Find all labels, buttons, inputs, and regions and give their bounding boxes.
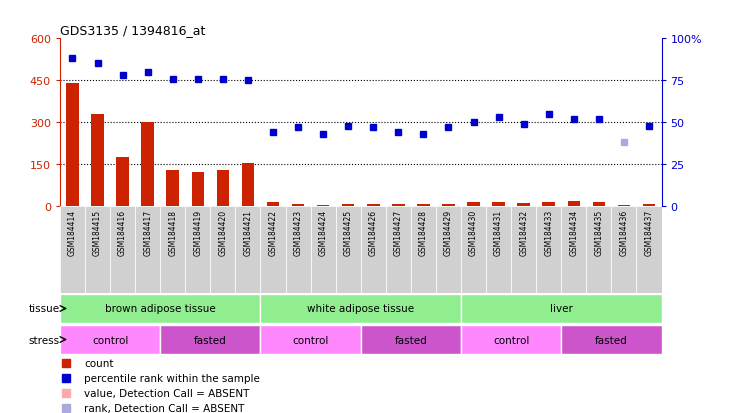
Text: rank, Detection Call = ABSENT: rank, Detection Call = ABSENT (84, 404, 244, 413)
Bar (67, 84, 79, 206)
Text: GSM184416: GSM184416 (118, 209, 127, 255)
Text: GSM184428: GSM184428 (419, 209, 428, 255)
Text: count: count (84, 358, 113, 368)
Text: GSM184422: GSM184422 (268, 209, 278, 255)
Bar (461, 294, 662, 324)
Bar (60, 325, 160, 354)
Text: GSM184420: GSM184420 (219, 209, 227, 255)
Bar (417, 204, 430, 206)
Text: GSM184415: GSM184415 (93, 209, 102, 255)
Bar (311, 206, 336, 293)
Bar (618, 205, 630, 206)
Bar (537, 206, 561, 293)
Bar (160, 206, 185, 293)
Bar (361, 325, 461, 354)
Text: brown adipose tissue: brown adipose tissue (105, 304, 216, 314)
Bar (160, 325, 260, 354)
Bar (461, 325, 561, 354)
Bar (167, 170, 179, 206)
Bar (116, 158, 129, 206)
Bar (643, 204, 655, 206)
Bar (211, 206, 235, 293)
Bar (60, 294, 260, 324)
Bar (242, 163, 254, 206)
Bar (317, 205, 330, 206)
Text: GSM184425: GSM184425 (344, 209, 353, 255)
Text: GSM184424: GSM184424 (319, 209, 327, 255)
Bar (518, 204, 530, 206)
Text: GSM184434: GSM184434 (569, 209, 578, 255)
Bar (141, 123, 154, 206)
Bar (486, 206, 511, 293)
Bar (593, 203, 605, 206)
Text: control: control (292, 335, 329, 345)
Text: fasted: fasted (595, 335, 628, 345)
Text: GDS3135 / 1394816_at: GDS3135 / 1394816_at (60, 24, 205, 37)
Text: GSM184427: GSM184427 (394, 209, 403, 255)
Text: white adipose tissue: white adipose tissue (307, 304, 414, 314)
Text: GSM184432: GSM184432 (519, 209, 529, 255)
Text: GSM184429: GSM184429 (444, 209, 453, 255)
Bar (85, 206, 110, 293)
Text: GSM184421: GSM184421 (243, 209, 252, 255)
Bar (467, 203, 480, 206)
Bar (567, 202, 580, 206)
Bar (292, 204, 304, 206)
Bar (135, 206, 160, 293)
Bar (185, 206, 211, 293)
Text: GSM184431: GSM184431 (494, 209, 503, 255)
Bar (342, 204, 355, 206)
Bar (586, 206, 611, 293)
Text: control: control (92, 335, 128, 345)
Bar (367, 204, 379, 206)
Text: GSM184437: GSM184437 (645, 209, 654, 255)
Text: GSM184426: GSM184426 (368, 209, 378, 255)
Bar (192, 173, 204, 206)
Bar (260, 206, 286, 293)
Text: GSM184418: GSM184418 (168, 209, 177, 255)
Bar (411, 206, 436, 293)
Bar (461, 206, 486, 293)
Text: percentile rank within the sample: percentile rank within the sample (84, 373, 260, 383)
Bar (542, 203, 555, 206)
Text: value, Detection Call = ABSENT: value, Detection Call = ABSENT (84, 388, 249, 398)
Text: GSM184419: GSM184419 (193, 209, 202, 255)
Bar (336, 206, 360, 293)
Bar (637, 206, 662, 293)
Bar (511, 206, 537, 293)
Bar (235, 206, 260, 293)
Bar (442, 204, 455, 206)
Text: fasted: fasted (395, 335, 427, 345)
Bar (60, 206, 85, 293)
Text: stress: stress (29, 335, 60, 345)
Bar (561, 325, 662, 354)
Bar (267, 202, 279, 206)
Bar (110, 206, 135, 293)
Text: liver: liver (550, 304, 572, 314)
Text: GSM184433: GSM184433 (545, 209, 553, 255)
Bar (493, 203, 505, 206)
Text: GSM184436: GSM184436 (619, 209, 629, 255)
Bar (91, 114, 104, 206)
Bar (260, 294, 461, 324)
Text: GSM184423: GSM184423 (294, 209, 303, 255)
Bar (386, 206, 411, 293)
Bar (561, 206, 586, 293)
Bar (216, 170, 229, 206)
Bar (611, 206, 637, 293)
Bar (392, 204, 405, 206)
Bar (436, 206, 461, 293)
Bar (260, 325, 361, 354)
Bar (361, 206, 386, 293)
Text: fasted: fasted (194, 335, 227, 345)
Text: GSM184435: GSM184435 (594, 209, 603, 255)
Text: GSM184414: GSM184414 (68, 209, 77, 255)
Text: tissue: tissue (29, 304, 60, 314)
Text: control: control (493, 335, 529, 345)
Text: GSM184417: GSM184417 (143, 209, 152, 255)
Bar (286, 206, 311, 293)
Text: GSM184430: GSM184430 (469, 209, 478, 255)
